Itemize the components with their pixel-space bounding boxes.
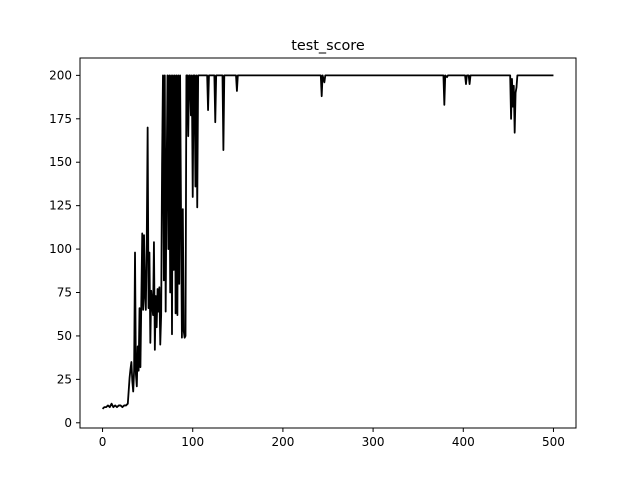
x-axis: 0 100 200 300 400 500: [99, 428, 565, 449]
x-tick-label: 400: [452, 435, 475, 449]
plot-area-frame: [79, 57, 577, 429]
y-tick-label: 175: [49, 112, 72, 126]
y-axis: 0 25 50 75 100 125 150 175 200: [49, 68, 80, 430]
x-tick-label: 500: [542, 435, 565, 449]
y-tick-label: 200: [49, 68, 72, 82]
x-tick-label: 300: [362, 435, 385, 449]
chart-title: test_score: [291, 38, 365, 54]
y-tick-label: 125: [49, 199, 72, 213]
y-tick-label: 0: [64, 416, 72, 430]
y-tick-label: 100: [49, 242, 72, 256]
series-layer: [101, 74, 554, 410]
x-tick-label: 100: [181, 435, 204, 449]
series-line-0: [101, 74, 554, 410]
x-tick-label: 0: [99, 435, 107, 449]
y-tick-label: 150: [49, 155, 72, 169]
y-tick-label: 50: [57, 329, 72, 343]
y-tick-label: 25: [57, 372, 72, 386]
y-tick-label: 75: [57, 286, 72, 300]
x-tick-label: 200: [271, 435, 294, 449]
